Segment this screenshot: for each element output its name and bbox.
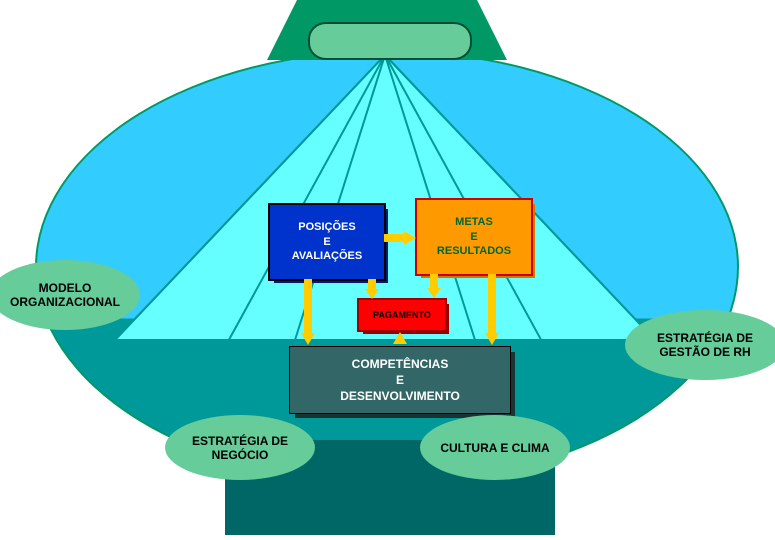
competencias-l1: COMPETÊNCIAS <box>352 356 449 372</box>
estrategia-rh-text: ESTRATÉGIA DE GESTÃO DE RH <box>625 331 775 359</box>
metas-l3: RESULTADOS <box>437 244 511 259</box>
box-posicoes: POSIÇÕES E AVALIAÇÕES <box>268 203 386 281</box>
cultura-text: CULTURA E CLIMA <box>432 441 557 455</box>
posicoes-l1: POSIÇÕES <box>298 220 355 235</box>
arrow-metas-to-comp-stem <box>488 274 496 333</box>
competencias-l3: DESENVOLVIMENTO <box>340 388 460 404</box>
arrow-metas-to-pay-stem <box>430 274 438 288</box>
bubble-estrategia-rh: ESTRATÉGIA DE GESTÃO DE RH <box>625 310 775 380</box>
box-pagamento: PAGAMENTO <box>357 298 447 332</box>
arrow-pos-to-pay-stem <box>368 279 376 289</box>
arrow-pos-to-metas-stem <box>384 234 404 242</box>
lamp-cylinder <box>308 22 472 60</box>
bubble-estrategia-negocio: ESTRATÉGIA DE NEGÓCIO <box>165 415 315 480</box>
pagamento-label: PAGAMENTO <box>373 310 431 320</box>
modelo-text: MODELO ORGANIZACIONAL <box>0 281 140 309</box>
arrow-metas-to-pay-head <box>427 288 441 298</box>
posicoes-l3: AVALIAÇÕES <box>292 249 363 264</box>
arrow-pos-to-pay-head <box>365 289 379 299</box>
bubble-cultura: CULTURA E CLIMA <box>420 415 570 480</box>
arrow-pos-to-metas-head <box>404 231 416 245</box>
metas-l2: E <box>470 230 477 245</box>
arrow-comp-to-pay-head <box>393 332 407 344</box>
competencias-l2: E <box>396 372 404 388</box>
arrow-pos-to-comp-stem <box>304 279 312 333</box>
posicoes-l2: E <box>323 235 330 250</box>
box-metas: METAS E RESULTADOS <box>415 198 533 276</box>
metas-l1: METAS <box>455 215 493 230</box>
box-competencias: COMPETÊNCIAS E DESENVOLVIMENTO <box>289 346 511 414</box>
estrategia-neg-text: ESTRATÉGIA DE NEGÓCIO <box>165 434 315 462</box>
arrow-metas-to-comp-head <box>485 333 499 345</box>
arrow-pos-to-comp-head <box>301 333 315 345</box>
